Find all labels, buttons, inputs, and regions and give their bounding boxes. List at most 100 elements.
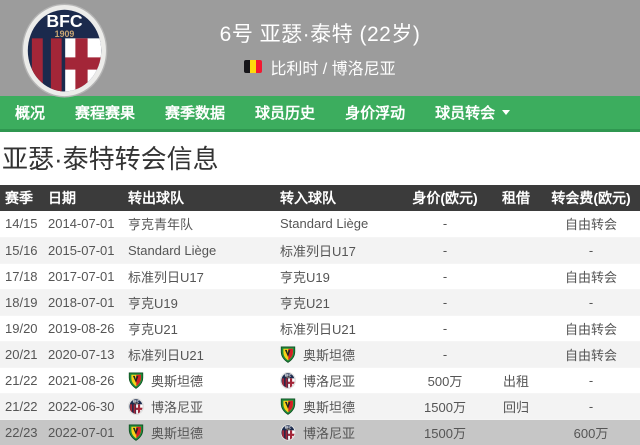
team-name[interactable]: 亨克U19 — [128, 295, 178, 311]
fee-cell: 自由转会 — [564, 217, 617, 233]
team-name[interactable]: 亨克U21 — [128, 321, 178, 337]
from-team-cell: 标准列日U17 — [125, 263, 277, 289]
nav-tab-4[interactable]: 球员历史 — [240, 96, 330, 129]
table-row[interactable]: 21/22 2021-08-26 奥斯坦德 BFC 1909 博洛尼亚 500万 出租… — [0, 367, 640, 393]
from-team-cell: 亨克U19 — [125, 289, 277, 315]
value-cell: - — [442, 294, 448, 310]
oostende-logo-icon — [280, 398, 296, 415]
value-cell: - — [442, 268, 448, 284]
team-name[interactable]: 亨克青年队 — [128, 217, 194, 233]
svg-text:BFC: BFC — [133, 399, 140, 403]
loan-cell — [490, 315, 542, 341]
value-cell: - — [442, 346, 448, 362]
team-name[interactable]: 标准列日U17 — [128, 269, 204, 285]
team-name[interactable]: 亨克U19 — [280, 269, 330, 285]
player-title: 6号 亚瑟·泰特 (22岁) — [219, 22, 421, 46]
loan-cell — [490, 211, 542, 237]
team-name[interactable]: 博洛尼亚 — [151, 399, 204, 415]
team-name[interactable]: 标准列日U21 — [128, 347, 204, 363]
to-team-cell: Standard Liège — [277, 211, 400, 237]
value-cell: 1500万 — [424, 425, 466, 441]
table-row[interactable]: 20/21 2020-07-13 标准列日U21 奥斯坦德 - 自由转会 — [0, 341, 640, 367]
col-season: 赛季 — [0, 185, 45, 211]
from-team-cell: 奥斯坦德 — [125, 419, 277, 445]
to-team-cell: 亨克U21 — [277, 289, 400, 315]
table-row[interactable]: 22/23 2022-07-01 奥斯坦德 BFC 1909 博洛尼亚 1500万 6… — [0, 419, 640, 445]
fee-cell: 600万 — [573, 425, 609, 441]
season-cell: 21/22 — [5, 372, 38, 388]
nav-tab-3[interactable]: 赛季数据 — [150, 96, 240, 129]
team-name[interactable]: 奥斯坦德 — [303, 347, 356, 363]
team-name[interactable]: 博洛尼亚 — [303, 373, 356, 389]
loan-cell — [490, 289, 542, 315]
svg-text:1909: 1909 — [55, 29, 75, 39]
fee-cell: - — [588, 242, 594, 258]
fee-cell: - — [588, 398, 594, 414]
nav-tab-label: 身价浮动 — [345, 105, 406, 122]
team-name[interactable]: 奥斯坦德 — [151, 425, 204, 441]
value-cell: - — [442, 242, 448, 258]
table-row[interactable]: 15/16 2015-07-01 Standard Liège 标准列日U17 - - — [0, 237, 640, 263]
table-row[interactable]: 18/19 2018-07-01 亨克U19 亨克U21 - - — [0, 289, 640, 315]
table-row[interactable]: 14/15 2014-07-01 亨克青年队 Standard Liège - 自由转会 — [0, 211, 640, 237]
date-cell: 2015-07-01 — [48, 242, 115, 258]
svg-text:BFC: BFC — [285, 425, 292, 429]
nav-tab-label: 球员转会 — [435, 105, 496, 122]
belgium-flag-icon — [244, 60, 263, 73]
table-row[interactable]: 19/20 2019-08-26 亨克U21 标准列日U21 - 自由转会 — [0, 315, 640, 341]
team-name[interactable]: 亨克U21 — [280, 295, 330, 311]
oostende-logo-icon — [280, 346, 296, 363]
loan-cell: 出租 — [502, 373, 529, 389]
season-cell: 19/20 — [5, 320, 38, 336]
transfer-table: 赛季 日期 转出球队 转入球队 身价(欧元) 租借 转会费(欧元) 14/15 2… — [0, 185, 640, 445]
svg-text:1909: 1909 — [286, 429, 290, 431]
team-name[interactable]: Standard Liège — [280, 216, 369, 232]
table-row[interactable]: 17/18 2017-07-01 标准列日U17 亨克U19 - 自由转会 — [0, 263, 640, 289]
bologna-logo-icon: BFC 1909 — [280, 371, 296, 389]
date-cell: 2020-07-13 — [48, 346, 115, 362]
table-row[interactable]: 21/22 2022-06-30 BFC 1909 博洛尼亚 奥斯坦德 1500万 回… — [0, 393, 640, 419]
team-name[interactable]: 博洛尼亚 — [303, 425, 356, 441]
date-cell: 2018-07-01 — [48, 294, 115, 310]
from-team-cell: 亨克U21 — [125, 315, 277, 341]
svg-text:1909: 1909 — [286, 377, 290, 379]
fee-cell: - — [588, 294, 594, 310]
svg-text:1909: 1909 — [134, 403, 138, 405]
col-from: 转出球队 — [125, 185, 277, 211]
to-team-cell: 奥斯坦德 — [277, 341, 400, 367]
svg-text:BFC: BFC — [285, 373, 292, 377]
value-cell: 1500万 — [424, 399, 466, 415]
nav-tab-6[interactable]: 球员转会 — [420, 96, 525, 129]
team-name[interactable]: 奥斯坦德 — [303, 399, 356, 415]
nav-tab-1[interactable]: 概况 — [0, 96, 60, 129]
to-team-cell: 标准列日U17 — [277, 237, 400, 263]
value-cell: 500万 — [427, 373, 463, 389]
chevron-down-icon — [502, 110, 511, 115]
season-cell: 20/21 — [5, 346, 38, 362]
season-cell: 14/15 — [5, 216, 38, 232]
fee-cell: 自由转会 — [564, 321, 617, 337]
fee-cell: 自由转会 — [564, 269, 617, 285]
season-cell: 21/22 — [5, 398, 38, 414]
team-name[interactable]: 奥斯坦德 — [151, 373, 204, 389]
date-cell: 2019-08-26 — [48, 320, 115, 336]
nav-tab-2[interactable]: 赛程赛果 — [60, 96, 150, 129]
season-cell: 15/16 — [5, 242, 38, 258]
team-name[interactable]: 标准列日U21 — [280, 321, 356, 337]
to-team-cell: 标准列日U21 — [277, 315, 400, 341]
team-name[interactable]: Standard Liège — [128, 242, 217, 258]
from-team-cell: BFC 1909 博洛尼亚 — [125, 393, 277, 419]
from-team-cell: 亨克青年队 — [125, 211, 277, 237]
team-name[interactable]: 标准列日U17 — [280, 243, 356, 259]
bologna-club-crest-icon: BFC 1909 — [21, 3, 108, 98]
svg-text:BFC: BFC — [46, 11, 83, 31]
col-fee: 转会费(欧元) — [542, 185, 640, 211]
loan-cell: 回归 — [502, 399, 529, 415]
col-to: 转入球队 — [277, 185, 400, 211]
value-cell: - — [442, 216, 448, 232]
nav-tab-label: 赛程赛果 — [75, 105, 136, 122]
col-value: 身价(欧元) — [400, 185, 490, 211]
nav-tab-5[interactable]: 身价浮动 — [330, 96, 420, 129]
bologna-logo-icon: BFC 1909 — [280, 423, 296, 441]
from-team-cell: 奥斯坦德 — [125, 367, 277, 393]
